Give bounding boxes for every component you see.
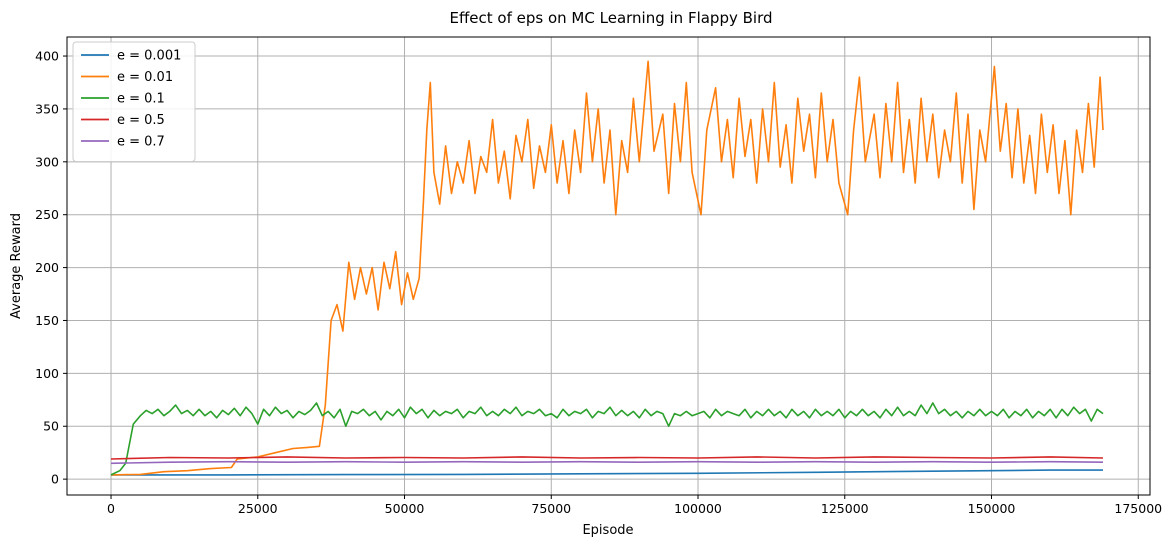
x-tick-label: 50000 [385,501,425,516]
y-tick-label: 400 [35,49,59,64]
legend-label: e = 0.5 [117,113,165,128]
y-tick-label: 350 [35,101,59,116]
series-line-2 [110,60,1104,476]
plot-frame [66,36,1151,496]
x-tick-label: 100000 [674,501,722,516]
x-axis: 0 25000 50000 75000 100000 125000 150000 175000 [107,495,1162,516]
series-line-5 [110,460,1104,465]
x-tick-label: 150000 [968,501,1016,516]
x-tick-label: 75000 [531,501,571,516]
x-tick-label: 175000 [1114,501,1162,516]
legend-label: e = 0.001 [117,49,181,64]
legend: e = 0.001 e = 0.01 e = 0.1 e = 0.5 e = 0.7 [72,41,196,162]
y-tick-label: 0 [51,472,59,487]
y-tick-label: 250 [35,207,59,222]
y-tick-label: 50 [43,419,59,434]
series-lines [110,60,1104,476]
y-tick-label: 150 [35,313,59,328]
x-tick-label: 125000 [821,501,869,516]
y-axis-title: Average Reward [9,213,24,319]
y-tick-label: 100 [35,366,59,381]
chart-title: Effect of eps on MC Learning in Flappy B… [449,9,772,27]
x-tick-label: 0 [107,501,115,516]
legend-label: e = 0.1 [117,92,165,107]
y-tick-label: 300 [35,154,59,169]
legend-label: e = 0.7 [117,135,165,150]
series-line-4 [110,456,1104,460]
series-line-1 [111,469,1103,476]
y-axis: 0 50 100 150 200 250 300 350 400 [35,49,67,487]
legend-box [72,41,196,162]
legend-label: e = 0.01 [117,70,173,85]
y-tick-label: 200 [35,260,59,275]
series-line-3 [110,402,1104,476]
x-tick-label: 25000 [238,501,278,516]
grid [67,37,1150,495]
x-axis-title: Episode [582,523,633,538]
